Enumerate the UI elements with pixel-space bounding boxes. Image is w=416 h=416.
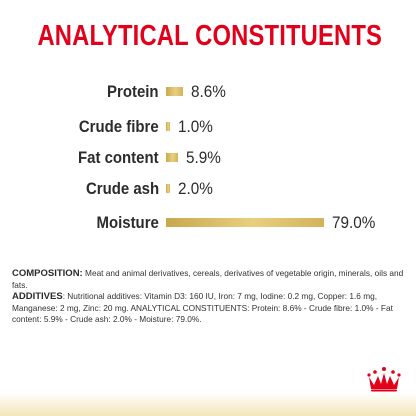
constituent-row: Crude ash 2.0% [0,175,416,203]
constituent-bar [166,184,170,193]
additives-heading: ADDITIVES [12,291,63,302]
constituent-row: Moisture 79.0% [0,209,416,237]
composition-block: COMPOSITION: Meat and animal derivatives… [12,268,404,326]
composition-heading: COMPOSITION: [12,268,83,279]
constituent-row: Fat content 5.9% [0,144,416,172]
additives-text: : Nutritional additives: Vitamin D3: 160… [12,291,393,324]
constituent-row: Protein 8.6% [0,78,416,106]
page-title: ANALYTICAL CONSTITUENTS [37,20,383,52]
constituent-bar [166,122,170,131]
constituent-value: 79.0% [332,213,376,232]
crown-icon [367,367,401,392]
constituent-label: Protein [107,82,159,101]
constituent-value: 2.0% [178,179,213,198]
constituent-bar [166,218,324,227]
constituent-bar [166,153,178,162]
constituent-value: 5.9% [185,148,221,167]
constituent-row: Crude fibre 1.0% [0,113,416,141]
constituent-label: Moisture [96,213,159,232]
constituent-value: 1.0% [178,117,213,136]
constituent-label: Fat content [78,148,159,167]
composition-text: Meat and animal derivatives, cereals, de… [12,268,404,290]
composition-paragraph: COMPOSITION: Meat and animal derivatives… [12,268,404,291]
additives-paragraph: ADDITIVES: Nutritional additives: Vitami… [12,291,404,326]
footer-gradient [0,382,416,416]
constituent-bar [166,87,184,96]
constituent-label: Crude fibre [79,117,159,136]
constituent-label: Crude ash [85,179,159,198]
constituent-value: 8.6% [191,82,227,101]
